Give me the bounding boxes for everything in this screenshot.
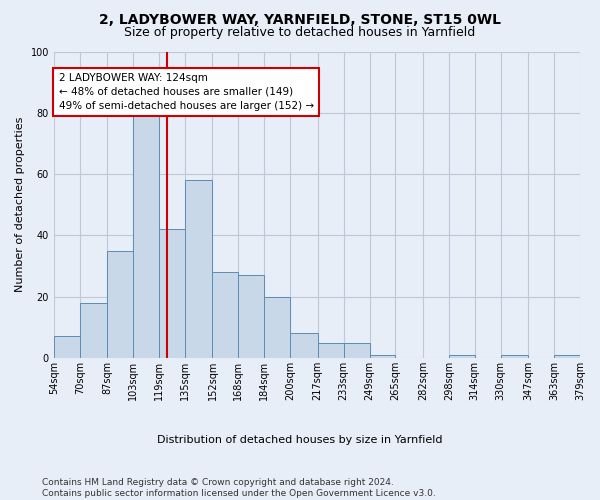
Text: Contains HM Land Registry data © Crown copyright and database right 2024.
Contai: Contains HM Land Registry data © Crown c… bbox=[42, 478, 436, 498]
Bar bbox=[290, 334, 318, 358]
Bar bbox=[370, 355, 395, 358]
Y-axis label: Number of detached properties: Number of detached properties bbox=[15, 117, 25, 292]
Bar bbox=[133, 100, 159, 358]
Text: 2 LADYBOWER WAY: 124sqm
← 48% of detached houses are smaller (149)
49% of semi-d: 2 LADYBOWER WAY: 124sqm ← 48% of detache… bbox=[59, 73, 314, 111]
Bar bbox=[500, 355, 528, 358]
Bar bbox=[264, 296, 290, 358]
Bar bbox=[54, 336, 80, 358]
Bar bbox=[212, 272, 238, 358]
Text: Size of property relative to detached houses in Yarnfield: Size of property relative to detached ho… bbox=[124, 26, 476, 39]
Bar bbox=[344, 342, 370, 358]
Bar bbox=[554, 355, 580, 358]
Bar bbox=[185, 180, 212, 358]
Bar bbox=[238, 275, 264, 358]
Bar bbox=[449, 355, 475, 358]
Bar bbox=[318, 342, 344, 358]
Bar bbox=[107, 250, 133, 358]
Text: Distribution of detached houses by size in Yarnfield: Distribution of detached houses by size … bbox=[157, 435, 443, 445]
Bar bbox=[80, 302, 107, 358]
Text: 2, LADYBOWER WAY, YARNFIELD, STONE, ST15 0WL: 2, LADYBOWER WAY, YARNFIELD, STONE, ST15… bbox=[99, 12, 501, 26]
Bar bbox=[159, 229, 185, 358]
